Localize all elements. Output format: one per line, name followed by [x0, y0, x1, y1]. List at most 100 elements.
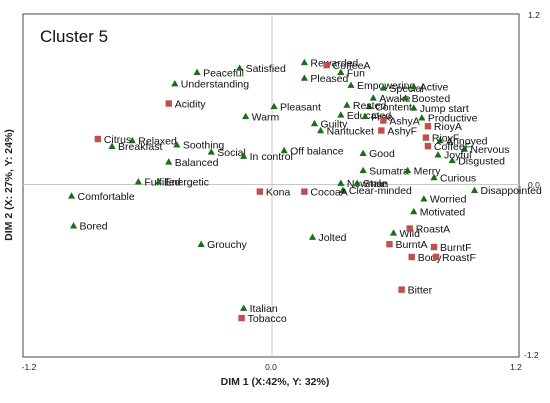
triangle-point [448, 156, 456, 164]
triangle-point [134, 178, 142, 185]
point-label: Wild [400, 228, 421, 240]
point-label: Content [375, 101, 412, 113]
point-label: Tobacco [248, 313, 287, 325]
point-label: Disappointed [481, 185, 542, 197]
point-label: Rested [353, 100, 386, 112]
point-label: Relaxed [138, 135, 177, 147]
triangle-point [108, 142, 116, 149]
point-label: CoffeeF [434, 141, 471, 153]
triangle-point [128, 136, 136, 144]
point-label: BurntA [395, 239, 427, 251]
triangle-point [337, 179, 345, 186]
square-point [378, 127, 385, 134]
point-label: Acidity [175, 99, 207, 111]
triangle-point [343, 101, 351, 108]
point-label: Active [420, 81, 449, 93]
point-label: Motivated [420, 206, 466, 218]
point-label: Sumatra [369, 165, 409, 177]
triangle-point [242, 112, 250, 120]
triangle-point [240, 152, 248, 159]
triangle-point [420, 195, 428, 202]
square-point [256, 188, 264, 195]
point-label: In control [250, 151, 293, 163]
square-point [398, 286, 405, 293]
point-label: Bored [80, 221, 108, 233]
point-label: RoastA [416, 224, 450, 236]
point-label: Balanced [175, 157, 219, 169]
point-label: Jump start [420, 103, 469, 115]
point-label: Jolted [319, 232, 347, 244]
point-label: Energetic [165, 177, 209, 189]
plot-frame [22, 13, 520, 358]
triangle-point [430, 173, 438, 181]
y-tick-label: 0.0 [528, 180, 540, 190]
square-point [380, 117, 387, 124]
triangle-point [337, 68, 345, 76]
triangle-point [410, 207, 418, 215]
square-point [424, 123, 432, 130]
triangle-point [347, 81, 355, 88]
point-label: Peaceful [203, 67, 244, 79]
triangle-point [165, 158, 173, 165]
triangle-point [365, 102, 373, 110]
point-label: Productive [428, 113, 478, 125]
point-label: Social [217, 147, 246, 159]
square-point [386, 240, 393, 248]
triangle-point [339, 186, 347, 193]
triangle-point [389, 229, 398, 236]
x-tick-label: 1.2 [510, 362, 522, 372]
triangle-point [418, 114, 426, 121]
triangle-point [379, 84, 387, 91]
square-point [238, 314, 245, 322]
point-label: Pleasant [280, 101, 321, 113]
point-label: Grouchy [207, 239, 247, 251]
point-label: Satisfied [246, 63, 286, 75]
triangle-point [197, 240, 205, 247]
triangle-point [359, 149, 367, 157]
triangle-point [173, 141, 181, 148]
triangle-point [236, 64, 244, 71]
point-label: Empowering [357, 80, 416, 92]
point-label: Merry [414, 165, 442, 177]
square-point [424, 142, 432, 150]
point-label: Stale [363, 178, 387, 190]
y-tick-label: 1.2 [528, 10, 540, 20]
point-label: Rewarded [310, 57, 358, 69]
point-label: Citrus [104, 134, 131, 146]
point-label: Bitter [408, 285, 433, 297]
triangle-point [308, 233, 317, 240]
chart-title: Cluster 5 [40, 27, 108, 46]
triangle-point [353, 179, 361, 186]
triangle-point [317, 126, 325, 134]
triangle-point [155, 178, 163, 185]
triangle-point [337, 111, 345, 118]
point-label: Pleased [310, 73, 348, 85]
point-label: CoffeeA [333, 60, 371, 72]
square-point [165, 100, 172, 107]
triangle-point [460, 145, 468, 152]
point-label: AshyF [387, 126, 417, 138]
point-label: Joyful [444, 150, 471, 162]
point-label: Fulfilled [144, 177, 180, 189]
point-label: RioyF [432, 133, 459, 145]
point-label: Fun [347, 67, 365, 79]
triangle-point [270, 102, 278, 110]
triangle-point [436, 136, 444, 144]
point-label: BurntF [440, 242, 472, 254]
triangle-point [410, 82, 418, 90]
point-label: Annoyed [446, 135, 488, 147]
point-label: Clear-minded [349, 185, 412, 197]
triangle-point [280, 146, 288, 154]
point-label: Guilty [321, 118, 349, 130]
triangle-point [193, 68, 201, 76]
triangle-point [240, 304, 248, 311]
triangle-point [207, 148, 215, 155]
triangle-point [171, 80, 179, 87]
triangle-point [402, 94, 410, 101]
point-label: AshyA [389, 116, 419, 128]
square-point [406, 225, 413, 232]
triangle-point [404, 166, 412, 174]
triangle-point [359, 166, 367, 174]
x-tick-label: -1.2 [22, 362, 37, 372]
